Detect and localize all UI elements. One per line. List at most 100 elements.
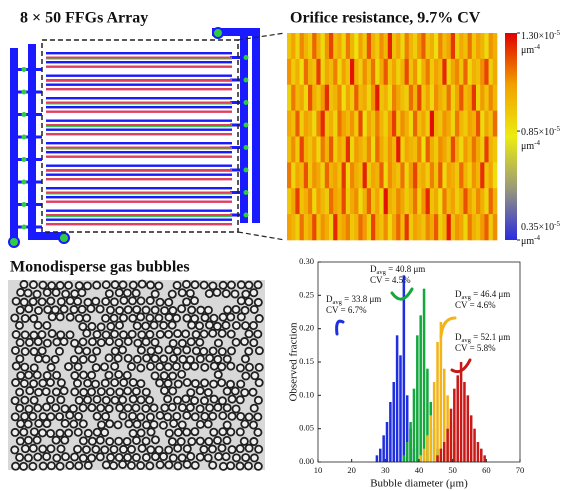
heat-cell: [492, 84, 498, 111]
heat-cell: [358, 33, 363, 60]
heat-cell: [488, 58, 494, 86]
hist-bar: [436, 455, 439, 462]
bubble: [96, 322, 106, 332]
heat-cell: [324, 214, 330, 241]
heat-cell: [333, 110, 338, 137]
heat-cell: [337, 33, 342, 60]
heat-cell: [320, 33, 326, 60]
bubble: [236, 280, 246, 290]
heat-cell: [383, 188, 389, 215]
bubble: [199, 346, 209, 356]
heat-cell: [459, 58, 464, 86]
y-tick-label: 0.05: [299, 423, 314, 433]
bubble: [65, 410, 75, 420]
bubble: [42, 402, 52, 412]
bubble: [33, 337, 43, 347]
bubble: [70, 387, 80, 397]
heat-cell: [413, 58, 418, 86]
heat-cell: [299, 136, 305, 163]
bubble: [109, 444, 119, 454]
hist-bar: [389, 402, 392, 462]
heat-cell: [345, 84, 351, 111]
bubble: [60, 404, 70, 414]
x-tick-label: 70: [516, 465, 525, 475]
dot: [243, 100, 249, 105]
bubble: [222, 386, 232, 396]
bubble: [181, 329, 191, 339]
bubble: [41, 387, 51, 397]
heat-cell: [392, 136, 397, 163]
heat-cell: [467, 136, 473, 163]
heat-cell: [408, 162, 414, 189]
heat-cell: [417, 84, 422, 111]
bubble: [74, 281, 84, 291]
row: [46, 142, 232, 145]
heat-cell: [324, 58, 330, 86]
row: [46, 61, 232, 64]
bubble: [28, 280, 38, 290]
label-part: 0.35×10: [521, 222, 554, 233]
bubble: [131, 435, 141, 445]
bubble: [91, 444, 101, 454]
bubble: [43, 305, 53, 315]
bubble: [47, 281, 57, 291]
bubble: [38, 412, 48, 422]
heat-cell: [287, 110, 292, 137]
bubble: [145, 412, 155, 422]
bubble: [29, 363, 39, 373]
bubble: [150, 452, 160, 462]
bubble: [83, 378, 93, 388]
heat-cell: [492, 33, 498, 60]
heat-cell: [392, 33, 397, 60]
heat-cell: [329, 84, 334, 111]
bubble: [24, 404, 34, 414]
hist-bar: [416, 335, 419, 462]
heat-cell: [476, 214, 481, 241]
bubble: [105, 305, 115, 315]
heat-cell: [492, 136, 498, 163]
heat-cell: [308, 136, 313, 163]
annotation-part: avg: [462, 337, 472, 344]
bubble: [145, 329, 155, 339]
bubble: [24, 304, 34, 314]
heat-cell: [320, 84, 326, 111]
heat-cell: [467, 110, 473, 137]
heat-cell: [471, 58, 477, 86]
heat-cell: [467, 84, 473, 111]
heat-cell: [287, 214, 292, 241]
bubble: [115, 403, 125, 413]
heat-cell: [312, 110, 317, 137]
bubble: [11, 330, 21, 340]
heat-cell: [358, 188, 363, 215]
heat-cell: [421, 33, 426, 60]
bubble: [249, 304, 259, 314]
bubble: [110, 395, 120, 405]
bubble: [149, 403, 159, 413]
row: [46, 169, 232, 172]
heat-cell: [480, 110, 485, 137]
colorbar-label: 0.85×10-5: [521, 125, 560, 139]
row: [46, 79, 232, 82]
bubble: [82, 313, 92, 323]
bubble: [92, 427, 102, 437]
bubble: [186, 388, 196, 398]
bubble: [164, 312, 174, 322]
hist-bar: [456, 375, 459, 462]
bubble: [105, 336, 115, 346]
heat-cell: [312, 188, 317, 215]
bubble: [122, 288, 132, 298]
heat-cell: [471, 110, 477, 137]
heat-cell: [396, 188, 401, 215]
heat-cell: [421, 84, 426, 111]
bubble: [118, 345, 128, 355]
comb: [230, 191, 240, 194]
heat-cell: [408, 84, 414, 111]
bubble: [168, 371, 178, 381]
row: [46, 187, 232, 190]
bubble: [101, 460, 111, 470]
bubble: [10, 412, 20, 422]
bubble: [154, 281, 164, 291]
heat-cell: [429, 136, 435, 163]
bubble: [218, 427, 228, 437]
bubble: [115, 306, 125, 316]
